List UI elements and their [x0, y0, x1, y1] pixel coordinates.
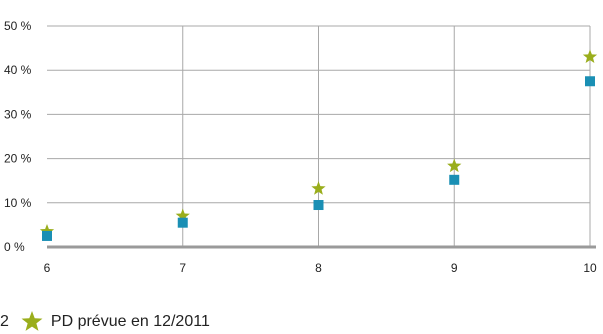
- x-tick-label: 9: [451, 261, 458, 275]
- square-point: [585, 76, 595, 87]
- y-tick-label: 0 %: [4, 240, 25, 254]
- scatter-chart: 0 % 10 % 20 % 30 % 40 % 50 % 6 7 8 9 10: [4, 19, 598, 275]
- y-tick-label: 10 %: [4, 196, 32, 210]
- legend-truncated-entry: 2: [0, 313, 9, 330]
- y-tick-label: 40 %: [4, 63, 32, 77]
- star-point: [311, 181, 326, 195]
- square-point: [177, 217, 188, 228]
- star-point: [39, 224, 55, 238]
- y-tick-label: 20 %: [4, 152, 32, 166]
- square-point: [42, 230, 52, 241]
- square-point: [449, 174, 460, 185]
- y-tick-label: 30 %: [4, 107, 32, 121]
- x-tick-label: 7: [179, 261, 186, 275]
- star-point: [175, 208, 190, 223]
- star-point: [447, 158, 462, 173]
- y-tick-label: 50 %: [4, 19, 32, 33]
- square-point: [313, 200, 324, 211]
- legend-star-icon: [21, 311, 43, 331]
- legend: 2 PD prévue en 12/2011: [0, 310, 210, 334]
- x-tick-label: 8: [315, 261, 322, 275]
- legend-star-label: PD prévue en 12/2011: [50, 313, 210, 330]
- x-tick-label: 6: [44, 261, 51, 275]
- star-point: [582, 49, 598, 64]
- x-tick-label: 10: [583, 261, 597, 275]
